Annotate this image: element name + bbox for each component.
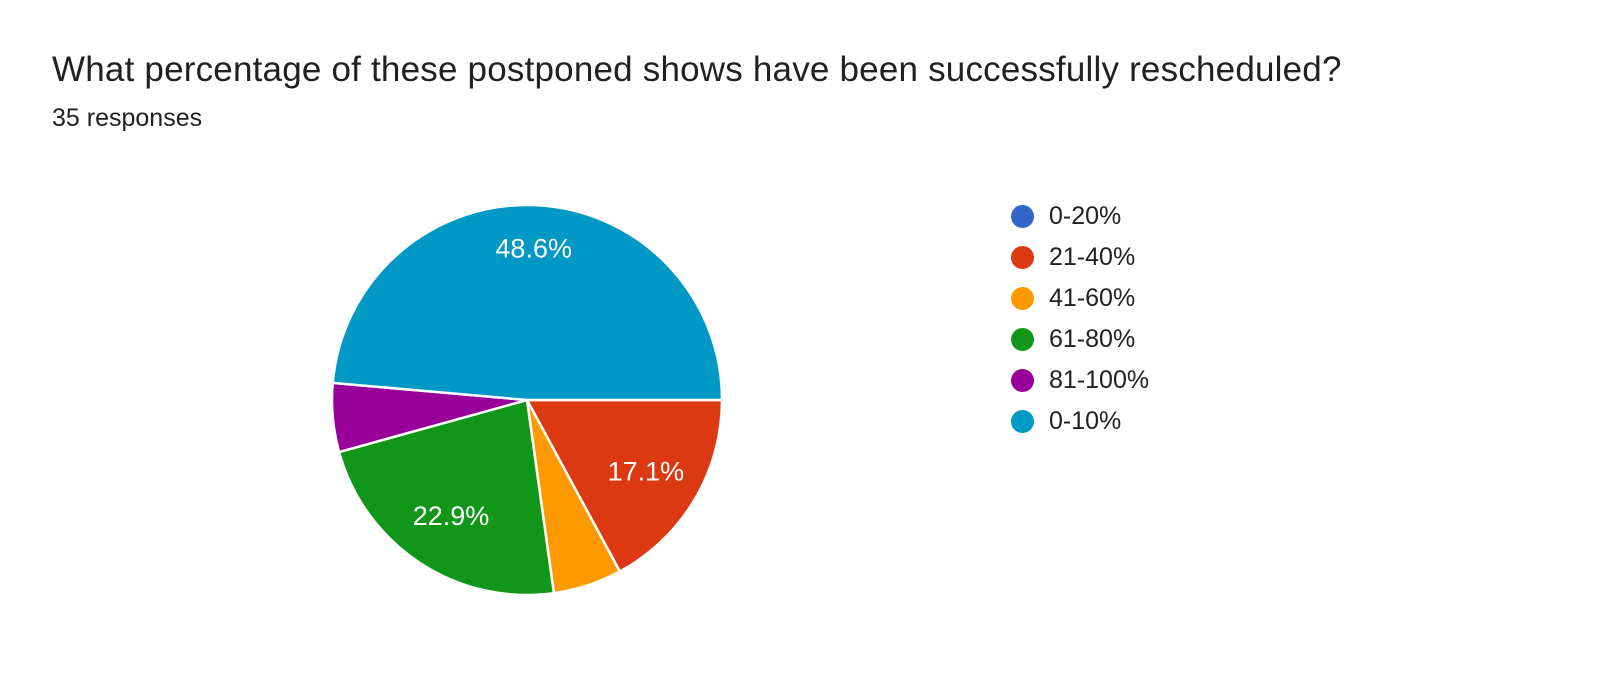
legend-color-dot: [1011, 246, 1034, 269]
legend-label: 0-20%: [1049, 202, 1122, 230]
chart-title: What percentage of these postponed shows…: [52, 50, 1342, 89]
legend-item-21-40%: 21-40%: [1011, 237, 1149, 278]
legend: 0-20% 21-40% 41-60% 61-80% 81-100% 0-10%: [1011, 196, 1149, 442]
pie-slice-0-10%[interactable]: [331, 203, 724, 402]
legend-item-0-10%: 0-10%: [1011, 401, 1149, 442]
pie-slice-label-61-80%: 22.9%: [413, 501, 490, 531]
pie-slice-21-40%[interactable]: [525, 398, 724, 573]
pie-slice-61-80%[interactable]: [337, 398, 556, 597]
legend-item-0-20%: 0-20%: [1011, 196, 1149, 237]
legend-color-dot: [1011, 287, 1034, 310]
legend-color-dot: [1011, 205, 1034, 228]
pie-slice-label-0-10%: 48.6%: [495, 233, 572, 263]
legend-label: 81-100%: [1049, 366, 1150, 394]
legend-color-dot: [1011, 328, 1034, 351]
pie-slice-label-21-40%: 17.1%: [608, 456, 685, 486]
response-count: 35 responses: [52, 104, 203, 132]
legend-label: 0-10%: [1049, 407, 1122, 435]
legend-color-dot: [1011, 369, 1034, 392]
legend-color-dot: [1011, 410, 1034, 433]
legend-label: 21-40%: [1049, 243, 1136, 271]
legend-label: 41-60%: [1049, 284, 1136, 312]
legend-item-41-60%: 41-60%: [1011, 278, 1149, 319]
legend-item-81-100%: 81-100%: [1011, 360, 1149, 401]
legend-item-61-80%: 61-80%: [1011, 319, 1149, 360]
legend-label: 61-80%: [1049, 325, 1136, 353]
